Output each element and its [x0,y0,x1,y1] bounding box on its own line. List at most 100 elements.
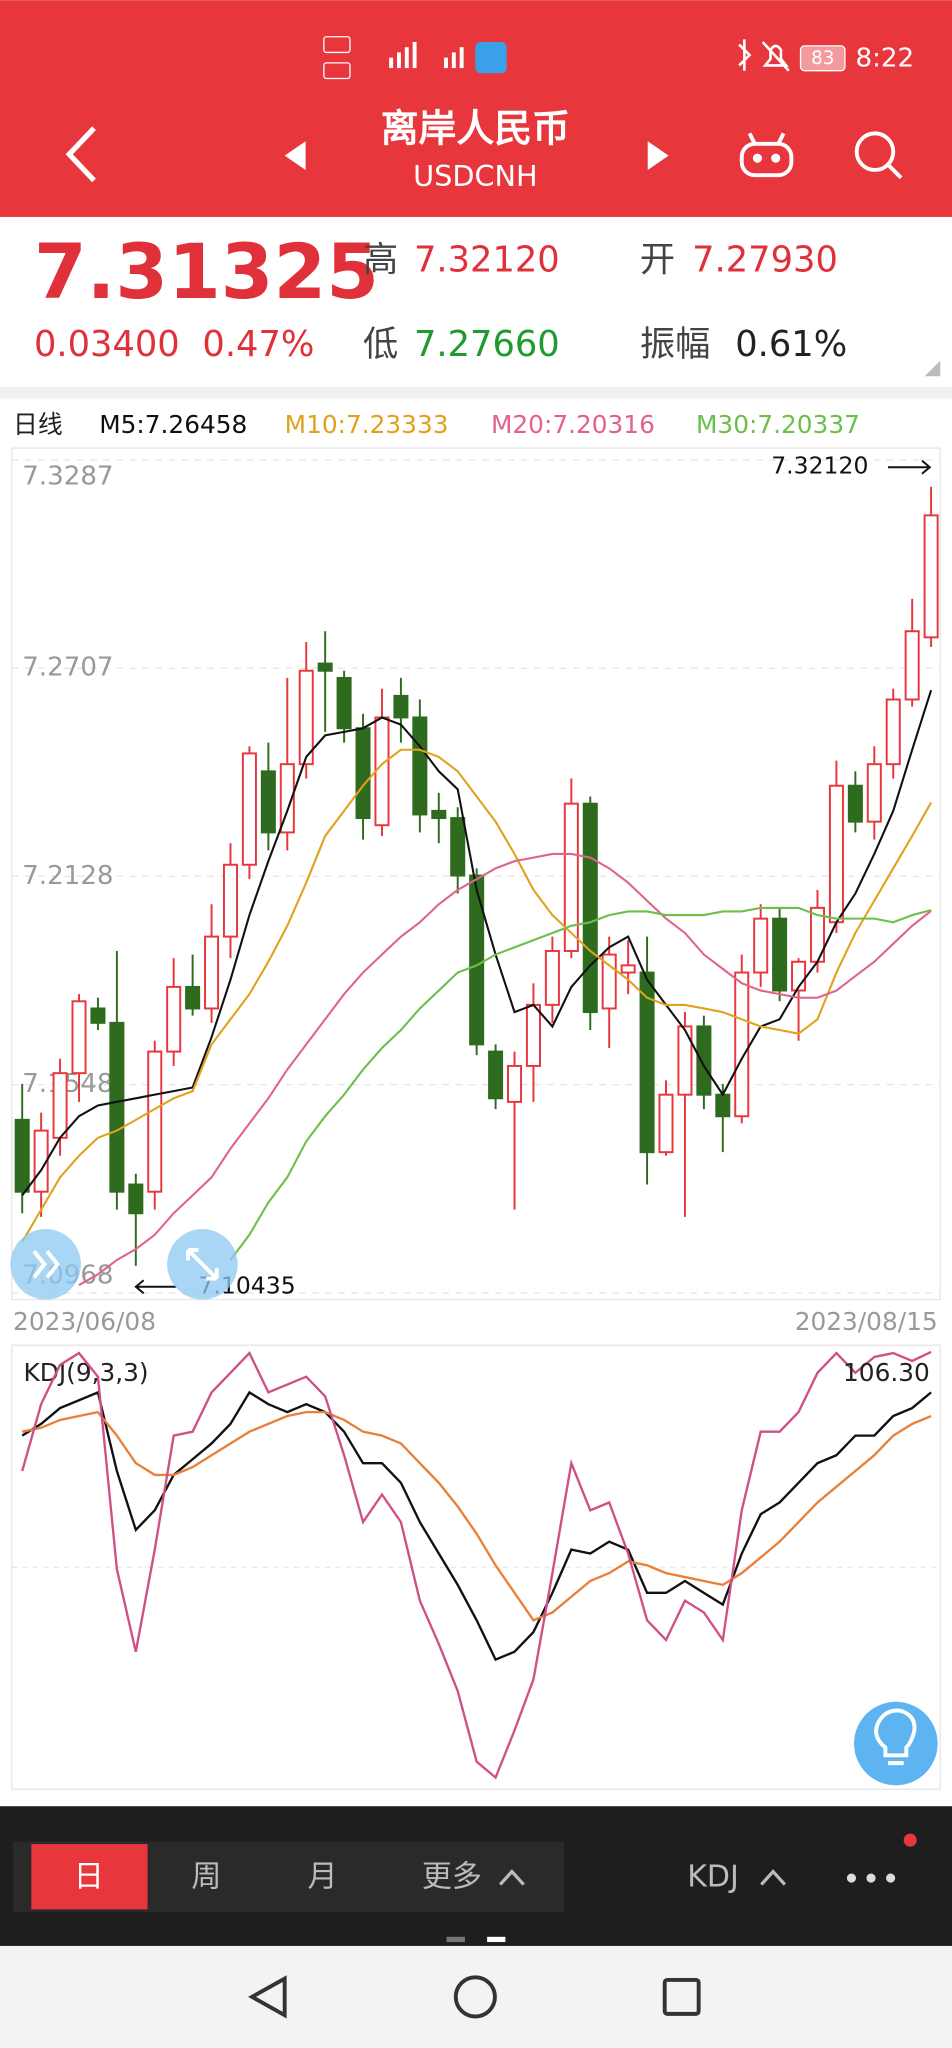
candle-body [734,971,750,1118]
more-chevron [498,1869,525,1886]
robot-face [739,141,794,178]
next-button[interactable] [647,141,669,170]
hd-icon [323,36,351,54]
candle-body [109,1021,125,1193]
legend-entry: M10:7.23333 [285,410,449,439]
signal-bar [459,47,464,69]
y-tick-label: 7.1548 [22,1069,113,1099]
candle-body [658,1093,674,1154]
nav-back[interactable] [248,1975,287,2019]
signal-bar [451,52,456,69]
prev-button[interactable] [284,141,306,170]
robot-eye [771,153,781,163]
high-value: 7.32120 [414,239,560,280]
candle-body [412,716,428,816]
candle-body [488,1050,504,1100]
candle-body [677,1025,693,1096]
menu-dot [886,1873,896,1883]
plot: 7.32877.27077.21287.15487.0968日线M5:7.264… [11,410,941,1780]
candle-body [431,809,447,820]
tab-week[interactable]: 周 [191,1860,221,1895]
tab-day[interactable]: 日 [74,1860,104,1895]
low-value: 7.27660 [414,324,560,365]
back-button[interactable] [65,126,96,183]
header-subtitle: USDCNH [413,159,537,193]
separator [0,386,952,399]
ma-line [21,689,933,1196]
page-indicator-active [487,1936,506,1943]
candle-body [90,1007,106,1024]
app-icon [475,41,507,74]
header-bg [0,0,952,217]
legend-entry: M30:7.20337 [696,410,860,439]
signal-bar [404,47,409,69]
annotation-arrow [134,1279,177,1295]
tab-month[interactable]: 月 [308,1860,338,1895]
candle-body [393,694,409,719]
signal-bar [389,57,394,69]
robot-ears [747,132,786,145]
candle-body [563,802,579,952]
candle-body [166,985,182,1053]
candle-body [450,817,466,877]
candle-body [222,863,238,938]
price-change-pct: 0.47% [202,324,314,365]
indicator-chevron [760,1869,787,1886]
candle-body [14,1118,30,1193]
page-indicator [446,1936,465,1943]
candle-body [544,950,560,1006]
candle-body [241,752,257,866]
search-button[interactable] [854,131,903,180]
menu-dot [866,1873,876,1883]
period-label: 日线 [13,410,63,439]
ma-line [78,852,932,1286]
bulb-icon [874,1708,917,1766]
candle-body [52,1072,68,1139]
candle-body [185,985,201,1010]
open-value: 7.27930 [692,239,838,280]
candle-body [71,1000,87,1075]
search-lens [854,131,896,172]
candle-body [469,874,485,1046]
battery-level: 83 [811,48,834,69]
tab-more[interactable]: 更多 [422,1860,482,1895]
menu-button[interactable] [846,1873,896,1883]
expand-corner[interactable] [924,360,941,377]
candle-body [279,763,295,834]
tab-indicator[interactable]: KDJ [687,1860,739,1895]
amplitude-value: 0.61% [735,324,847,365]
candle-body [260,770,276,834]
candle-body [374,716,390,827]
ma-line [21,748,933,1243]
mute-icon [761,41,790,72]
candle-body [772,917,788,992]
nav-home[interactable] [453,1975,497,2019]
robot-button[interactable] [739,132,794,178]
fullscreen-icon [186,1247,219,1281]
hd-icon [323,62,351,80]
open-label: 开 [640,239,675,280]
candle-body [317,662,333,672]
signal-bar [412,41,417,69]
candle-body [620,964,636,974]
candle-body [866,763,882,823]
candle-body [147,1050,163,1193]
high-label: 高 [363,239,398,280]
idea-button[interactable] [854,1701,938,1786]
clock: 8:22 [855,43,914,73]
candle-body [923,514,939,639]
legend-entry: M20:7.20316 [491,410,655,439]
signal-bar [444,57,448,69]
signal-bar [396,52,401,69]
legend-entry: M5:7.26458 [99,410,247,439]
candle-body [753,917,769,974]
battery [799,45,846,72]
nav-recent[interactable] [662,1977,701,2016]
collapse-icon [32,1250,60,1279]
y-tick-label: 7.2128 [22,861,113,891]
annotation-arrow [888,459,932,475]
candle-body [885,698,901,766]
candle-body [204,935,220,1010]
